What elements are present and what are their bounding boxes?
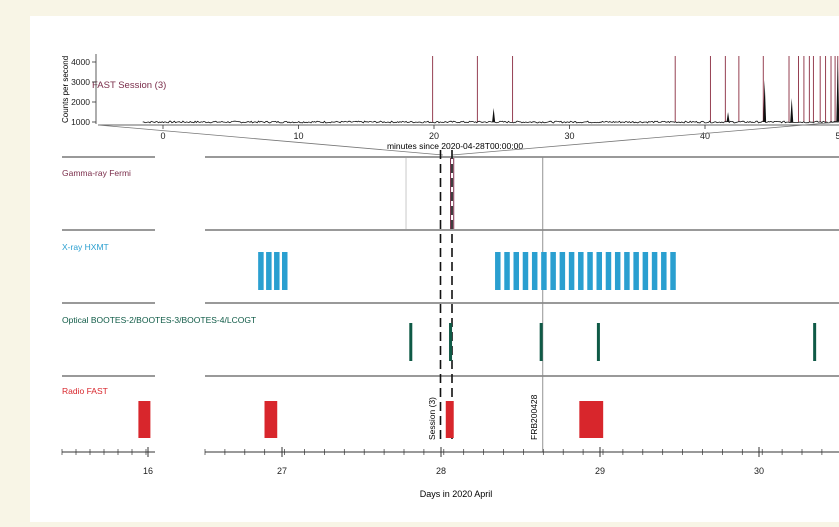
main-timeline: Gamma-ray Fermi X-ray HXMT Optical BOOTE… [61,150,839,499]
inset-y-tick-label: 1000 [71,117,90,127]
xray-observation-bar [258,252,264,290]
xray-observation-bar [531,252,538,290]
xray-observation-bar [624,252,630,290]
xray-observation-bar [282,252,288,290]
inset-spike [726,112,730,122]
main-x-tick-label: 27 [277,466,287,476]
optical-observation-bar [813,323,817,361]
inset-x-tick-label: 50 [835,131,839,141]
xray-observation-bar [642,252,649,290]
radio-observation-block [138,401,151,438]
xray-observation-bar [596,252,603,290]
frb-label: FRB200428 [529,394,539,440]
inset-x-tick-label: 20 [429,131,439,141]
xray-observation-bar [522,252,529,290]
inset-y-tick-label: 4000 [71,57,90,67]
inset-spike [790,98,794,122]
xray-observation-bar [587,252,593,290]
xray-observation-bar [605,252,612,290]
main-x-tick-label: 30 [754,466,764,476]
zoom-connector-right [451,121,839,156]
xray-observation-bar [670,252,676,290]
inset-x-tick-label: 10 [293,131,303,141]
xray-observation-bar [495,252,501,290]
main-x-label: Days in 2020 April [420,489,493,499]
xray-observation-bar [266,252,272,290]
inset-x-tick-label: 0 [160,131,165,141]
figure-background [30,16,839,522]
row-label-gamma: Gamma-ray Fermi [62,168,131,178]
inset-y-label: Counts per second [61,56,70,123]
row-label-optical: Optical BOOTES-2/BOOTES-3/BOOTES-4/LCOGT [62,315,256,325]
xray-observation-bar [578,252,584,290]
inset-y-tick-label: 3000 [71,77,90,87]
radio-observation-block [445,401,454,438]
main-x-tick-label: 28 [436,466,446,476]
xray-observation-bar [661,252,667,290]
session-label: Session (3) [427,397,437,440]
inset-x-label: minutes since 2020-04-28T00:00:00 [387,141,523,151]
inset-spike [763,80,767,122]
xray-observation-bar [568,252,575,290]
inset-y-tick-label: 2000 [71,97,90,107]
radio-observation-block [579,401,604,438]
optical-observation-bar [539,323,543,361]
main-x-tick-label: 29 [595,466,605,476]
xray-observation-bar [651,252,658,290]
main-x-tick-label: 16 [143,466,153,476]
xray-observation-bar [513,252,520,290]
inset-x-tick-label: 40 [700,131,710,141]
inset-x-tick-label: 30 [564,131,574,141]
inset-spike [492,108,496,122]
xray-observation-bar [274,252,280,290]
xray-observation-bar [550,252,556,290]
xray-observation-bar [559,252,566,290]
xray-observation-bar [541,252,547,290]
optical-observation-bar [409,323,413,361]
zoom-connector-left [97,124,444,156]
row-label-radio: Radio FAST [62,386,108,396]
inset-light-curve: FAST Session (3) Counts per second 4000 3… [61,54,839,151]
radio-observation-block [264,401,278,438]
inset-spike [836,58,839,122]
inset-title: FAST Session (3) [92,80,166,91]
xray-observation-bar [614,252,621,290]
row-label-xray: X-ray HXMT [62,242,109,252]
optical-observation-bar [596,323,600,361]
optical-observation-bar [449,323,453,361]
xray-observation-bar [633,252,639,290]
xray-observation-bar [504,252,510,290]
